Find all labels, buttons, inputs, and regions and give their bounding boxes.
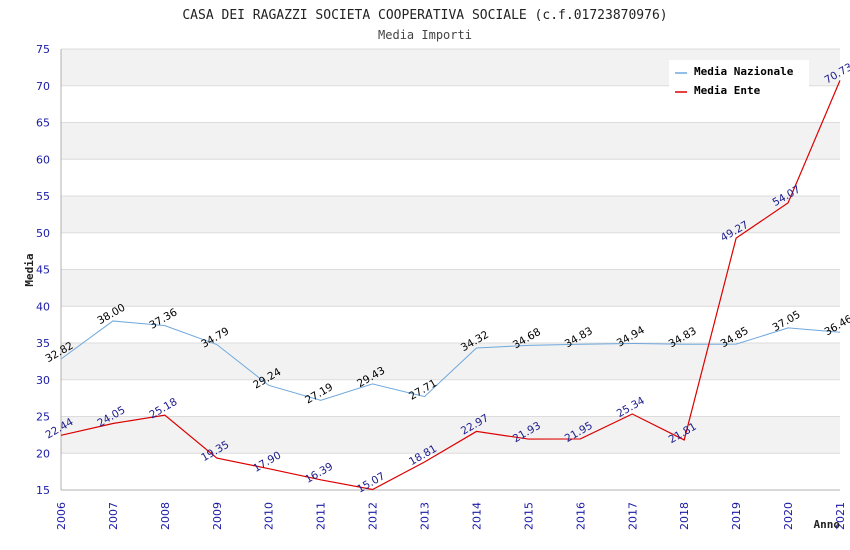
x-axis-label: Anno — [814, 518, 841, 531]
data-label-media-ente: 15.07 — [355, 470, 387, 495]
y-tick-label: 25 — [36, 411, 50, 424]
legend: Media Nazionale Media Ente — [669, 60, 809, 97]
y-tick-label: 65 — [36, 117, 50, 130]
y-tick-label: 45 — [36, 264, 50, 277]
y-tick-label: 40 — [36, 300, 50, 313]
y-tick-label: 35 — [36, 337, 50, 350]
data-label-media-nazionale: 37.36 — [147, 306, 179, 332]
x-tick-label: 2008 — [159, 502, 172, 530]
x-tick-label: 2021 — [834, 502, 847, 530]
y-tick-label: 70 — [36, 80, 50, 93]
grid-band — [61, 269, 840, 307]
grid-band — [61, 416, 840, 454]
x-tick-label: 2006 — [55, 502, 68, 530]
x-tick-label: 2014 — [470, 502, 483, 530]
grid-band — [61, 122, 840, 160]
chart-title: CASA DEI RAGAZZI SOCIETA COOPERATIVA SOC… — [182, 8, 667, 23]
x-tick-label: 2009 — [211, 502, 224, 530]
x-tick-label: 2016 — [574, 502, 587, 530]
data-label-media-nazionale: 27.71 — [407, 377, 439, 402]
x-tick-label: 2020 — [782, 502, 795, 530]
grid-lines — [61, 48, 840, 491]
series-line-media-ente — [60, 80, 841, 491]
x-tick-label: 2017 — [626, 502, 639, 530]
y-tick-labels: 15 20 25 30 35 40 45 50 55 60 65 70 75 — [36, 43, 50, 497]
y-tick-label: 60 — [36, 153, 50, 166]
y-axis-label: Media — [23, 253, 36, 286]
y-tick-label: 50 — [36, 227, 50, 240]
legend-label-media-ente: Media Ente — [694, 84, 761, 97]
y-tick-label: 75 — [36, 43, 50, 56]
y-tick-label: 30 — [36, 374, 50, 387]
legend-label-media-nazionale: Media Nazionale — [694, 65, 794, 78]
x-tick-label: 2012 — [367, 502, 380, 530]
data-label-media-nazionale: 37.05 — [771, 309, 803, 334]
y-tick-label: 20 — [36, 447, 50, 460]
legend-box — [669, 60, 809, 87]
x-tick-label: 2010 — [263, 502, 276, 530]
x-tick-label: 2011 — [315, 502, 328, 530]
x-tick-label: 2013 — [419, 502, 432, 530]
y-tick-label: 55 — [36, 190, 50, 203]
data-label-media-nazionale: 27.19 — [303, 381, 335, 406]
grid-band — [61, 343, 840, 380]
grid-band — [61, 196, 840, 233]
series-line-media-nazionale — [60, 320, 841, 401]
x-tick-label: 2018 — [678, 502, 691, 530]
data-label-media-nazionale: 36.46 — [822, 313, 850, 339]
y-tick-label: 15 — [36, 484, 50, 497]
x-tick-label: 2015 — [522, 502, 535, 530]
series-lines — [60, 80, 841, 491]
x-tick-label: 2019 — [730, 502, 743, 530]
x-tick-label: 2007 — [107, 502, 120, 530]
chart-subtitle: Media Importi — [378, 28, 472, 42]
x-tick-labels: 2006 2007 2008 2009 2010 2011 2012 2013 2014 2015… — [55, 502, 847, 530]
grid-bands — [61, 49, 840, 454]
